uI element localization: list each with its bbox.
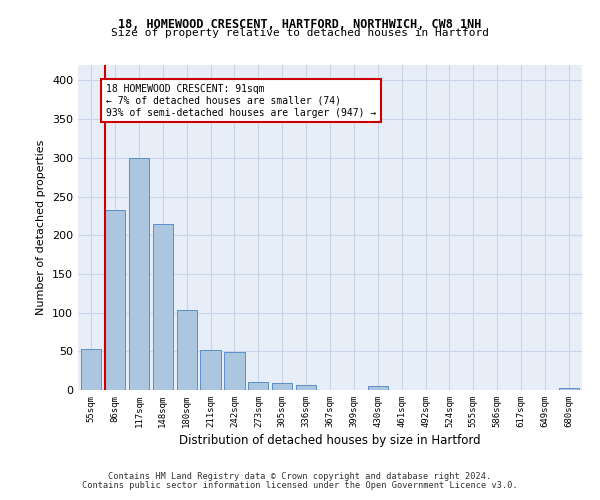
Bar: [559, 388, 579, 390]
Bar: [152, 224, 173, 390]
X-axis label: Distribution of detached houses by size in Hartford: Distribution of detached houses by size …: [179, 434, 481, 447]
Bar: [105, 210, 125, 390]
Bar: [224, 352, 245, 390]
Bar: [129, 158, 149, 390]
Text: Contains HM Land Registry data © Crown copyright and database right 2024.: Contains HM Land Registry data © Crown c…: [109, 472, 491, 481]
Text: 18 HOMEWOOD CRESCENT: 91sqm
← 7% of detached houses are smaller (74)
93% of semi: 18 HOMEWOOD CRESCENT: 91sqm ← 7% of deta…: [106, 84, 376, 117]
Bar: [272, 383, 292, 390]
Bar: [176, 310, 197, 390]
Text: 18, HOMEWOOD CRESCENT, HARTFORD, NORTHWICH, CW8 1NH: 18, HOMEWOOD CRESCENT, HARTFORD, NORTHWI…: [118, 18, 482, 30]
Bar: [296, 384, 316, 390]
Bar: [81, 349, 101, 390]
Y-axis label: Number of detached properties: Number of detached properties: [37, 140, 46, 315]
Text: Contains public sector information licensed under the Open Government Licence v3: Contains public sector information licen…: [82, 481, 518, 490]
Bar: [200, 350, 221, 390]
Bar: [248, 382, 268, 390]
Bar: [368, 386, 388, 390]
Text: Size of property relative to detached houses in Hartford: Size of property relative to detached ho…: [111, 28, 489, 38]
